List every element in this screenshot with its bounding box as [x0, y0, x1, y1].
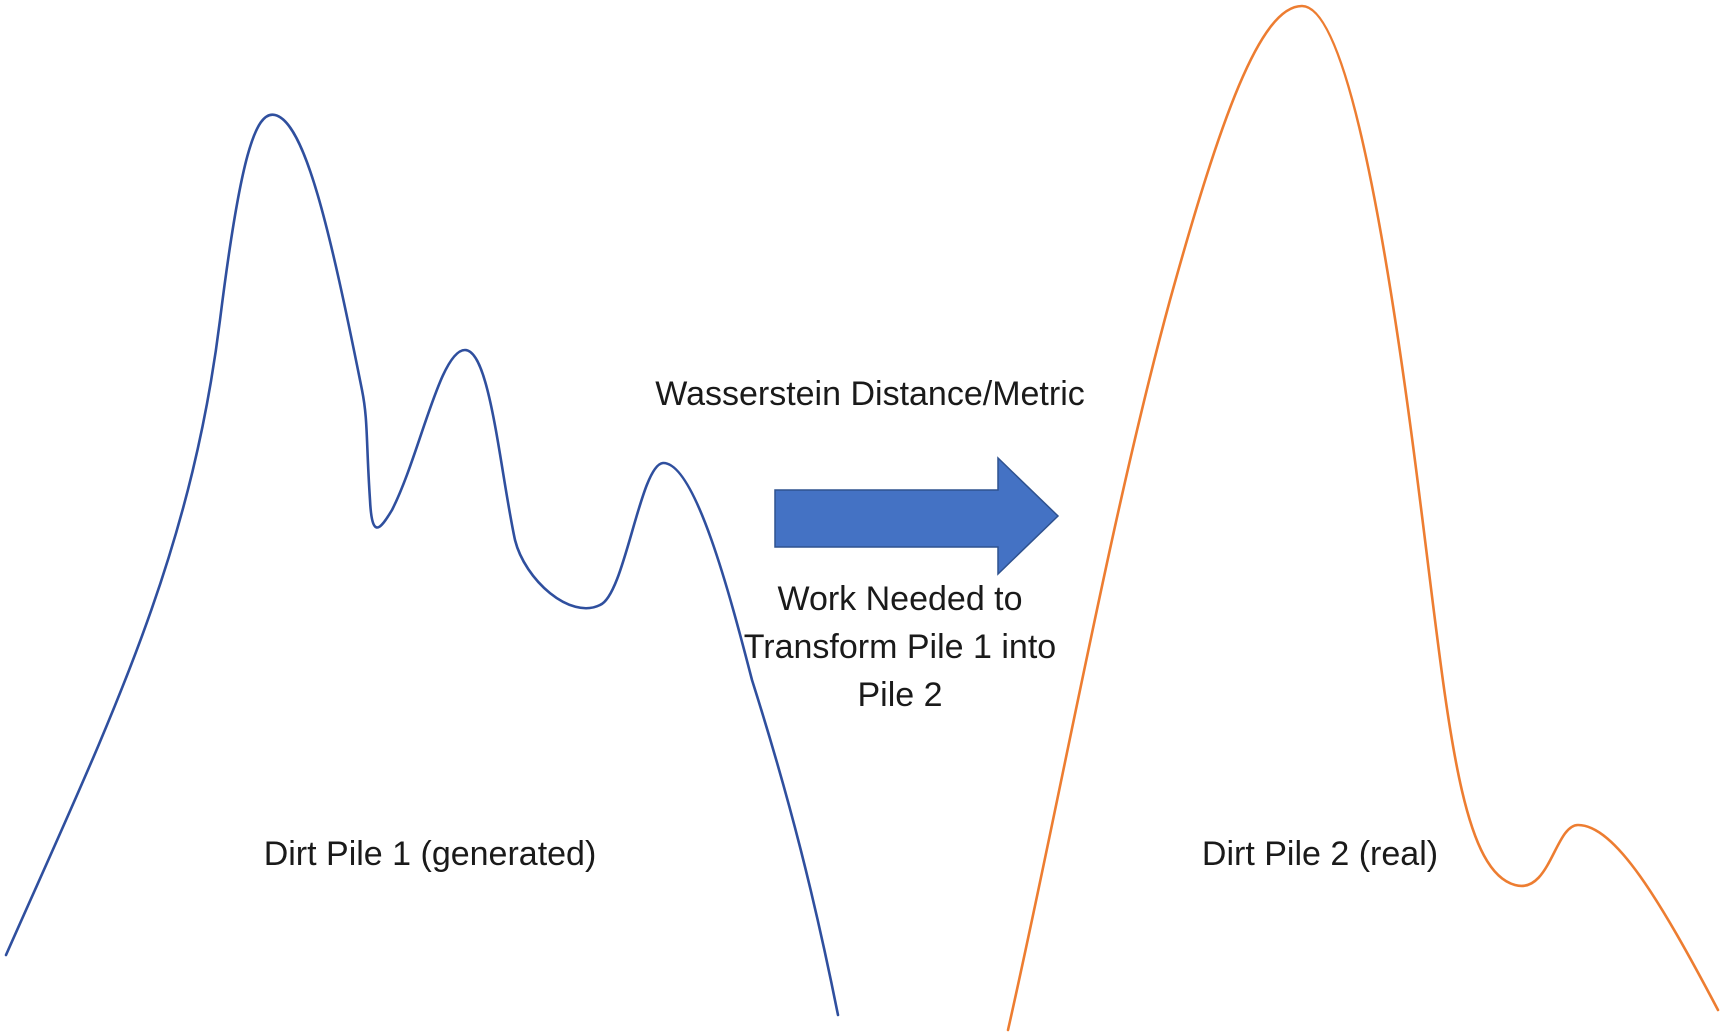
pile1-curve	[4, 113, 840, 1017]
work-needed-label: Work Needed to Transform Pile 1 into Pil…	[743, 580, 1057, 714]
transform-arrow-icon	[774, 456, 1060, 576]
pile2-label: Dirt Pile 2 (real)	[1201, 835, 1439, 873]
pile2-curve	[1006, 4, 1720, 1032]
wasserstein-metric-label: Wasserstein Distance/Metric	[655, 375, 1085, 413]
pile1-label: Dirt Pile 1 (generated)	[263, 835, 597, 873]
